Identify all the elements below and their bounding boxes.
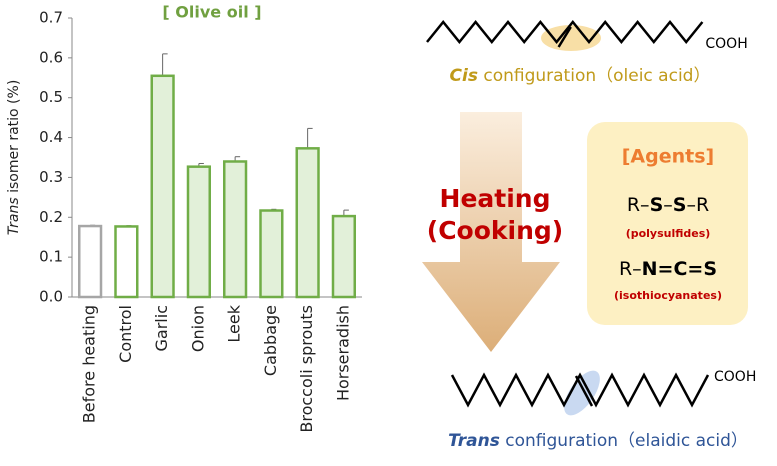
agent-formula-part: –R — [686, 194, 709, 216]
x-tick-label: Broccoli sprouts — [297, 305, 316, 433]
agent-class: (isothiocyanates) — [614, 289, 722, 302]
process-arrow — [422, 112, 560, 352]
y-tick-label: 0.4 — [39, 128, 63, 146]
agent-formula-part: – — [663, 194, 673, 216]
cis-group: COOH — [705, 36, 747, 52]
agents-box — [587, 122, 748, 325]
x-tick-label: Horseradish — [333, 305, 352, 401]
y-tick-label: 0.1 — [39, 248, 63, 266]
agent-formula: R–N=C=S — [619, 258, 717, 280]
cis-chain — [426, 20, 704, 44]
y-tick-label: 0.0 — [39, 288, 63, 306]
bar — [223, 160, 248, 299]
trans-italic: Trans — [448, 431, 500, 451]
cis-caption: Cis configuration（oleic acid） — [450, 66, 711, 86]
y-tick-label: 0.2 — [39, 208, 63, 226]
y-tick-label: 0.5 — [39, 88, 63, 106]
cis-highlight — [541, 25, 601, 51]
y-tick-label: 0.7 — [39, 9, 63, 27]
x-tick-label: Control — [116, 305, 135, 363]
x-tick-label: Leek — [225, 304, 244, 342]
agent-formula: R–S–S–R — [627, 194, 709, 216]
bar — [259, 209, 284, 299]
trans-rest: configuration（elaidic acid） — [505, 431, 748, 451]
y-axis-label-rest: isomer ratio (%) — [6, 80, 22, 193]
x-tick-label: Onion — [188, 305, 207, 352]
y-axis-label: Trans isomer ratio (%) — [6, 80, 22, 236]
agent-formula-part: R– — [619, 258, 642, 280]
trans-double-bond — [574, 375, 594, 407]
agent-formula-part: N=C=S — [642, 258, 717, 280]
bar-chart: 0.0 0.1 0.2 0.3 0.4 0.5 0.6 0.7 Trans isomer rat… — [6, 3, 362, 433]
agent-formula-part: R– — [627, 194, 650, 216]
agent-formula-part: S — [650, 194, 664, 216]
reaction-diagram: COOH Cis configuration（oleic acid） COOH Tra… — [422, 20, 756, 451]
bar — [295, 147, 320, 299]
bar — [331, 214, 356, 299]
agents-title: [Agents] — [622, 146, 714, 168]
bar — [150, 74, 175, 299]
y-tick-label: 0.3 — [39, 168, 63, 186]
trans-highlight — [564, 370, 600, 416]
cis-double-bond — [557, 26, 572, 48]
y-tick-label: 0.6 — [39, 48, 63, 66]
bar — [114, 225, 139, 299]
bar — [78, 224, 103, 299]
x-tick-label: Garlic — [152, 305, 171, 351]
trans-caption: Trans configuration（elaidic acid） — [448, 431, 748, 451]
agent-class: (polysulfides) — [626, 227, 711, 240]
trans-group: COOH — [714, 369, 756, 385]
bar — [186, 165, 211, 299]
x-tick-label: Cabbage — [261, 305, 280, 376]
chart-title: [ Olive oil ] — [162, 3, 261, 22]
agent-formula-part: S — [673, 194, 687, 216]
process-label: (Cooking) — [427, 216, 563, 245]
x-tick-label: Before heating — [80, 305, 99, 423]
cis-rest: configuration（oleic acid） — [483, 66, 710, 86]
y-axis-label-italic: Trans — [6, 197, 22, 235]
trans-chain — [450, 372, 710, 408]
cis-italic: Cis — [450, 66, 478, 86]
process-label: Heating — [440, 184, 551, 213]
